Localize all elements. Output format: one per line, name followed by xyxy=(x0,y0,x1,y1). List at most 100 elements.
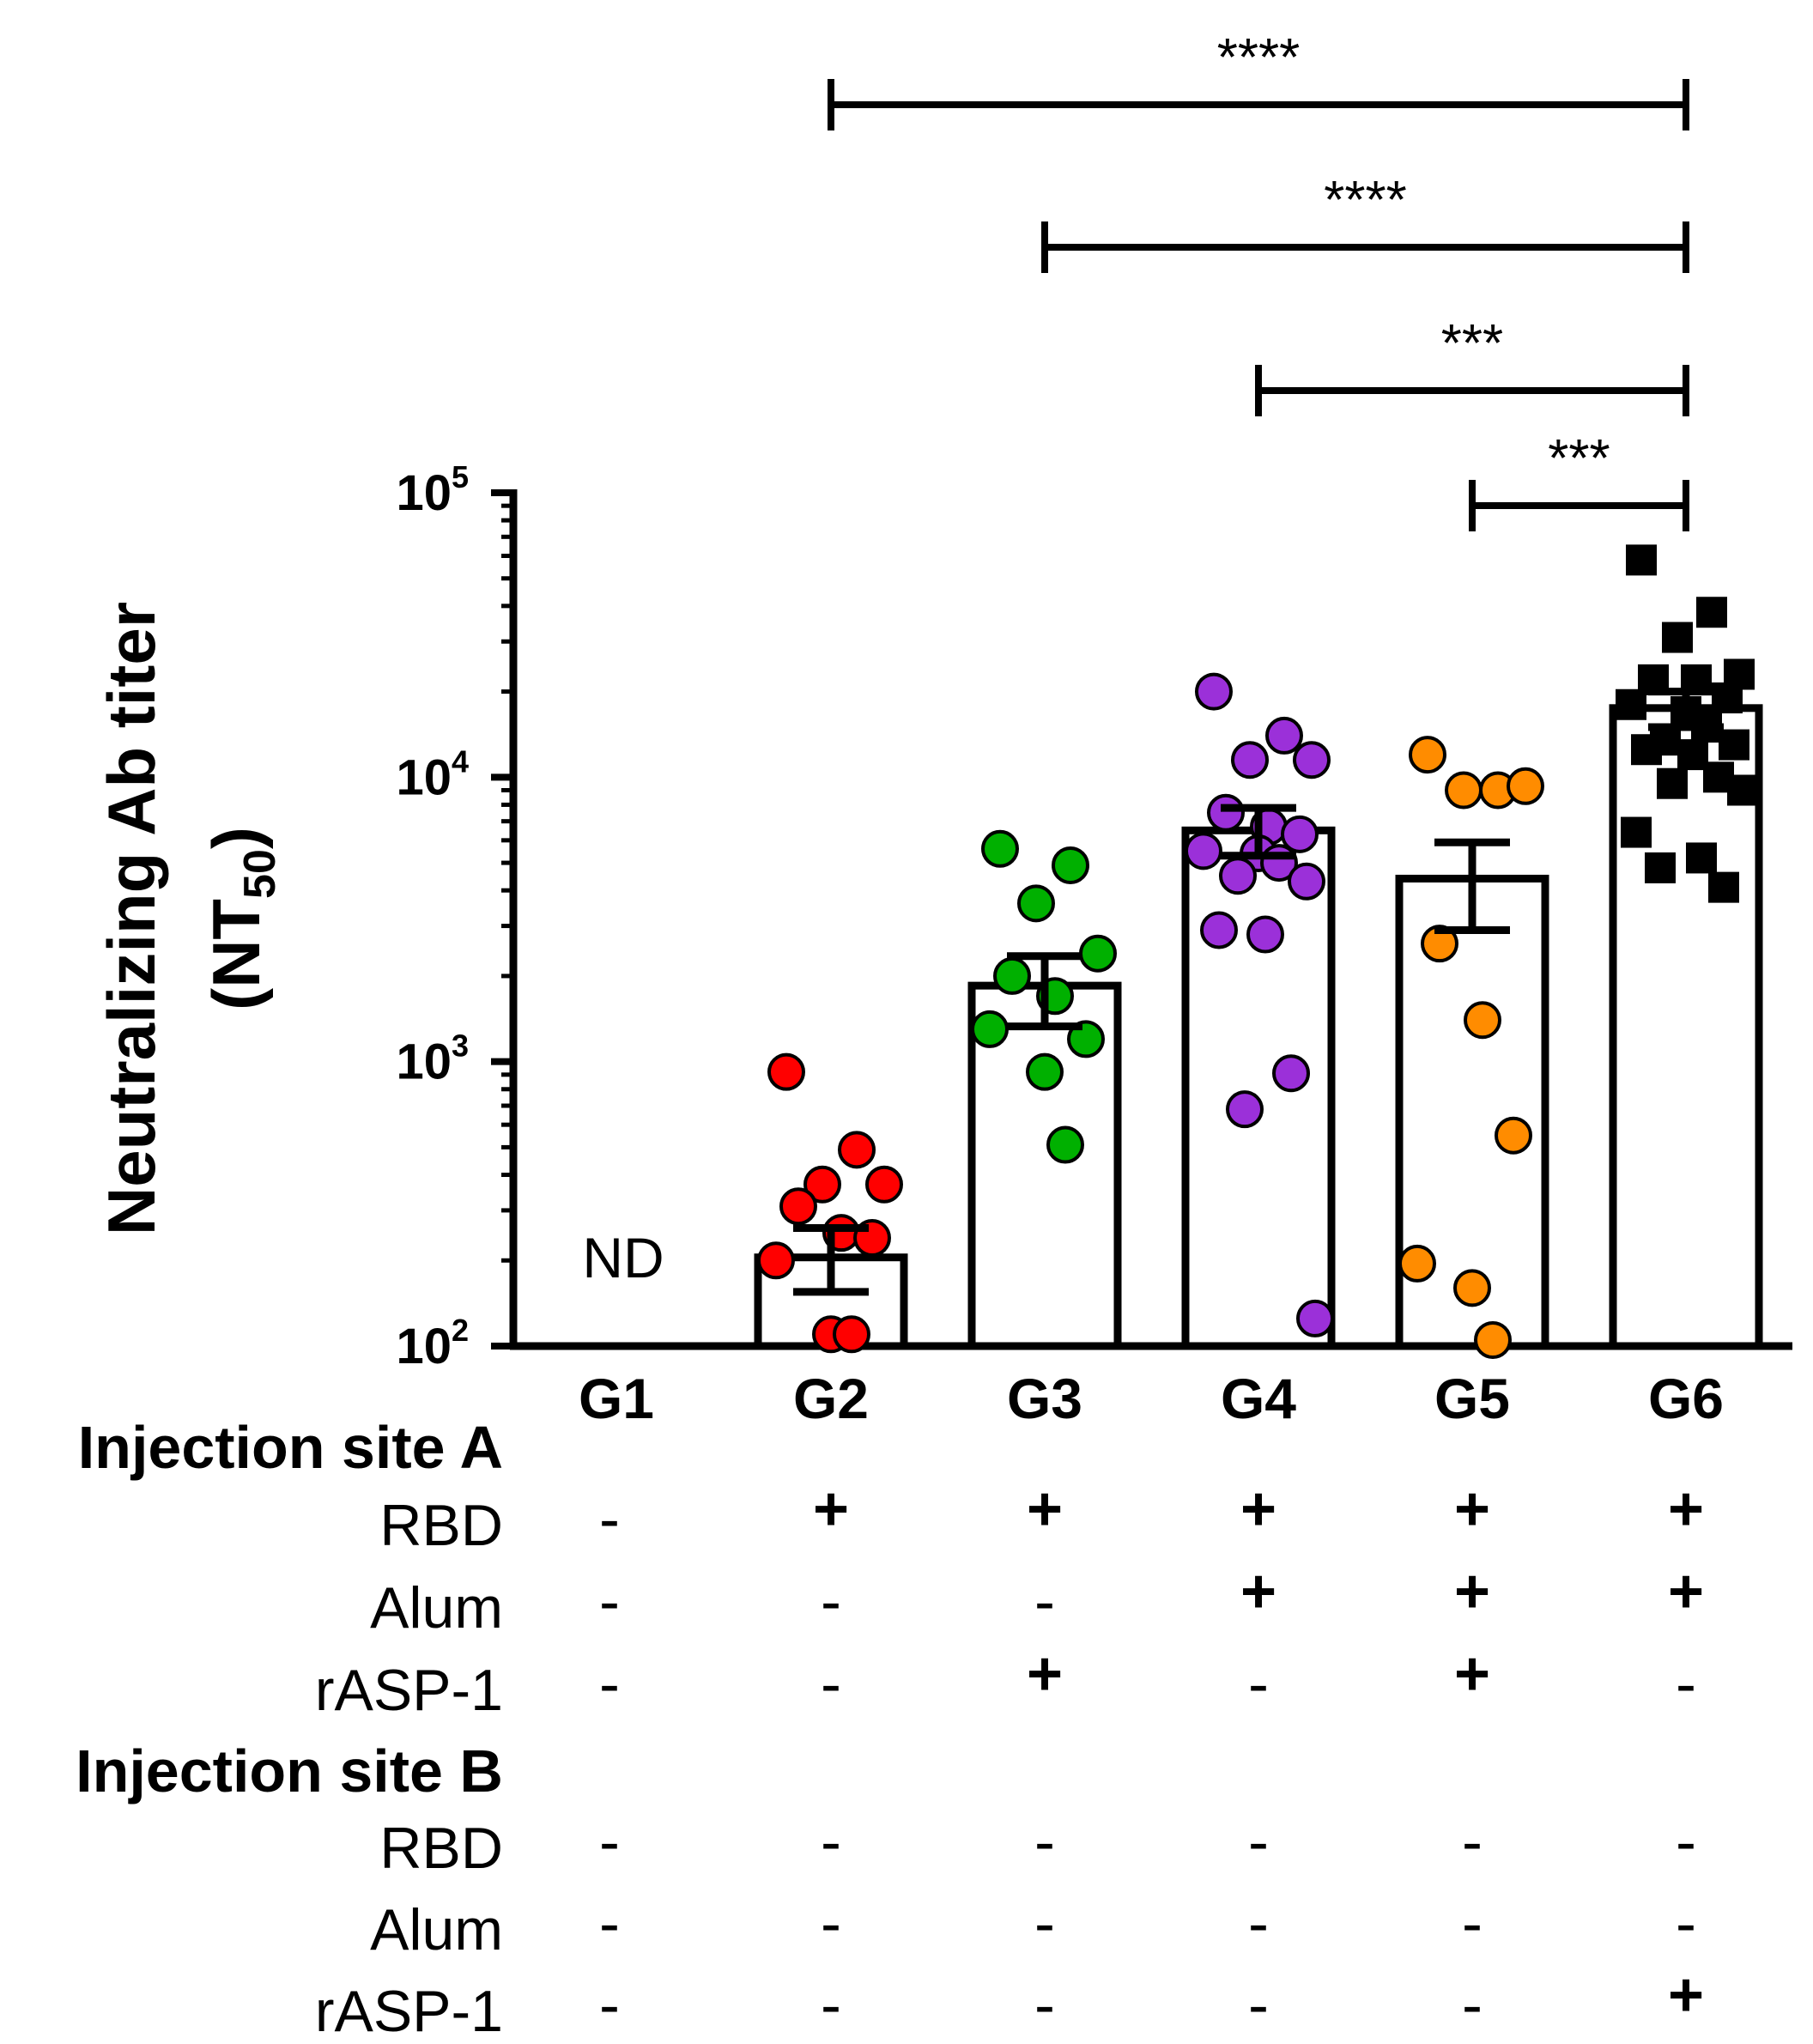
data-point-g4 xyxy=(1288,862,1325,901)
data-point-g6 xyxy=(1626,544,1657,576)
row-label: RBD xyxy=(379,1816,503,1881)
data-point-g4 xyxy=(1281,815,1319,853)
minus-mark: - xyxy=(821,1971,841,2040)
significance-stars: *** xyxy=(1441,314,1503,373)
minus-mark: - xyxy=(599,1889,620,1958)
plus-mark: + xyxy=(1240,1475,1276,1544)
data-point-g5 xyxy=(1445,771,1483,810)
data-point-g5 xyxy=(1464,1001,1501,1040)
data-point-g2 xyxy=(833,1315,870,1354)
data-point-g6 xyxy=(1645,852,1676,883)
significance-stars: **** xyxy=(1324,171,1407,230)
plus-mark: + xyxy=(1454,1475,1490,1544)
y-tick-label: 102 xyxy=(396,1313,469,1374)
data-point-g6 xyxy=(1696,597,1727,628)
data-point-g4 xyxy=(1272,1054,1310,1093)
data-point-g5 xyxy=(1453,1269,1491,1307)
row-label: Alum xyxy=(370,1897,503,1962)
minus-mark: - xyxy=(599,1971,620,2040)
data-point-g4 xyxy=(1200,911,1238,949)
data-point-g6 xyxy=(1712,682,1743,713)
minus-mark: - xyxy=(599,1568,620,1636)
data-point-g4 xyxy=(1226,1090,1264,1129)
y-tick-label: 105 xyxy=(396,459,469,521)
plus-mark: + xyxy=(1454,1640,1490,1708)
x-tick-label-g4: G4 xyxy=(1221,1367,1296,1430)
x-tick-label-g3: G3 xyxy=(1007,1367,1082,1430)
nd-label: ND xyxy=(582,1226,664,1289)
section-title: Injection site B xyxy=(76,1738,503,1804)
data-point-g3 xyxy=(1046,1125,1084,1164)
data-point-g3 xyxy=(1067,1020,1105,1058)
data-point-g6 xyxy=(1621,816,1652,848)
minus-mark: - xyxy=(1462,1808,1483,1877)
x-tick-label-g1: G1 xyxy=(579,1367,654,1430)
data-point-g6 xyxy=(1662,622,1693,653)
data-point-g5 xyxy=(1474,1320,1512,1359)
data-point-g6 xyxy=(1686,842,1717,874)
minus-mark: - xyxy=(821,1889,841,1958)
minus-mark: - xyxy=(599,1485,620,1554)
minus-mark: - xyxy=(821,1650,841,1719)
plus-mark: + xyxy=(1027,1640,1063,1708)
data-point-g4 xyxy=(1293,741,1331,779)
data-point-g3 xyxy=(971,1010,1009,1048)
minus-mark: - xyxy=(1248,1971,1269,2040)
data-point-g2 xyxy=(803,1165,841,1204)
data-point-g4 xyxy=(1219,857,1257,895)
plus-mark: + xyxy=(1454,1557,1490,1626)
data-point-g2 xyxy=(757,1241,795,1280)
minus-mark: - xyxy=(1248,1808,1269,1877)
minus-mark: - xyxy=(1462,1971,1483,2040)
plus-mark: + xyxy=(1027,1475,1063,1544)
significance-brackets: ************** xyxy=(828,28,1689,531)
data-point-g3 xyxy=(1017,884,1055,923)
data-point-g4 xyxy=(1207,793,1245,832)
x-tick-label-g5: G5 xyxy=(1434,1367,1510,1430)
x-tick-label-g6: G6 xyxy=(1648,1367,1724,1430)
section-title: Injection site A xyxy=(78,1414,503,1481)
minus-mark: - xyxy=(1248,1889,1269,1958)
row-label: rASP-1 xyxy=(315,1658,503,1723)
data-point-g5 xyxy=(1409,736,1446,774)
row-label: rASP-1 xyxy=(315,1979,503,2044)
y-tick-label: 103 xyxy=(396,1028,469,1090)
data-point-g5 xyxy=(1495,1116,1532,1155)
plus-mark: + xyxy=(1668,1961,1704,2029)
data-point-g5 xyxy=(1507,767,1544,805)
minus-mark: - xyxy=(599,1808,620,1877)
row-label: Alum xyxy=(370,1575,503,1641)
significance-stars: **** xyxy=(1217,28,1301,88)
data-point-g6 xyxy=(1727,774,1758,806)
significance-stars: *** xyxy=(1548,429,1610,488)
minus-mark: - xyxy=(599,1650,620,1719)
row-label: RBD xyxy=(379,1493,503,1558)
minus-mark: - xyxy=(821,1568,841,1636)
data-point-g2 xyxy=(767,1052,805,1091)
data-point-g6 xyxy=(1616,688,1646,720)
bar-g6 xyxy=(1609,704,1763,1350)
data-point-g4 xyxy=(1195,672,1233,711)
data-point-g3 xyxy=(981,829,1019,868)
plus-mark: + xyxy=(813,1475,849,1544)
minus-mark: - xyxy=(1676,1889,1696,1958)
y-axis-label-line1: Neutralizing Ab titer xyxy=(94,602,169,1235)
minus-mark: - xyxy=(821,1808,841,1877)
plus-mark: + xyxy=(1668,1475,1704,1544)
data-point-g3 xyxy=(993,956,1031,995)
data-point-g6 xyxy=(1657,767,1688,799)
data-point-g6 xyxy=(1719,729,1749,761)
data-point-g6 xyxy=(1631,734,1662,766)
data-point-g4 xyxy=(1265,716,1303,755)
plus-mark: + xyxy=(1240,1557,1276,1626)
data-point-g3 xyxy=(1052,846,1089,884)
data-point-g5 xyxy=(1398,1244,1436,1283)
x-tick-label-g2: G2 xyxy=(793,1367,869,1430)
plus-mark: + xyxy=(1668,1557,1704,1626)
data-point-g2 xyxy=(865,1165,903,1204)
plot-area: 102 103 104 105 G1 G2 G3 G4 G5 G6 ND xyxy=(396,459,1792,1430)
data-point-g4 xyxy=(1296,1299,1334,1337)
minus-mark: - xyxy=(1034,1808,1055,1877)
